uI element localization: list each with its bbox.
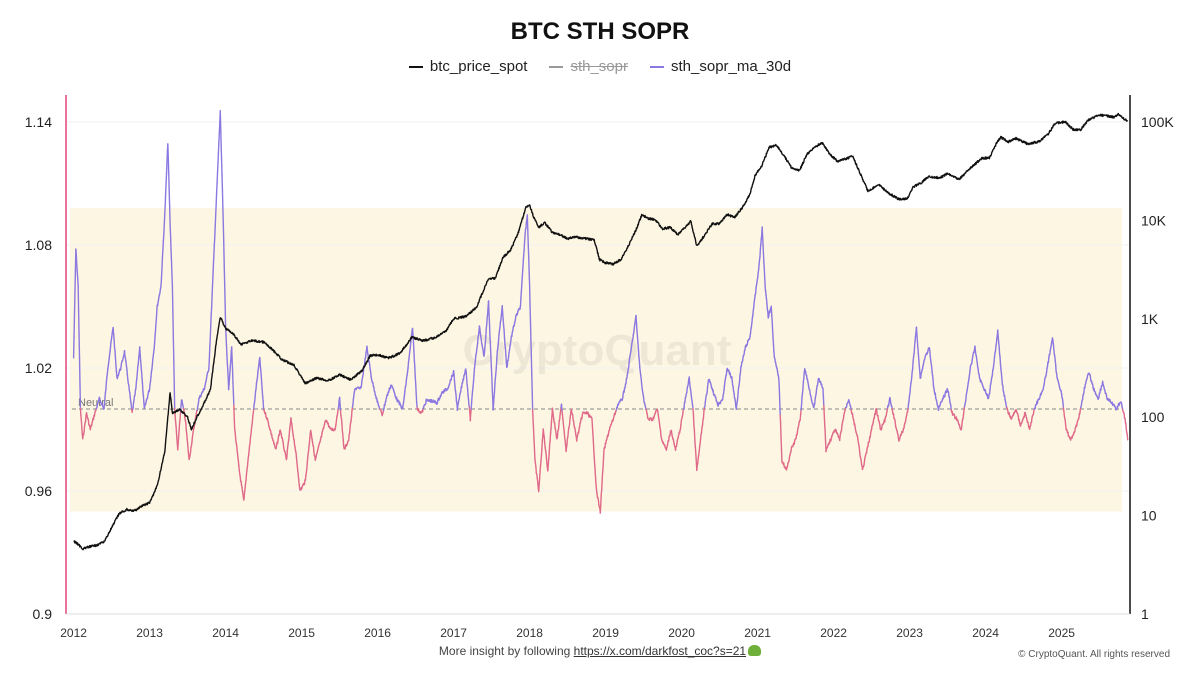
x-axis-tick-label: 2014 <box>212 626 239 640</box>
x-axis-tick-label: 2020 <box>668 626 695 640</box>
btc-price-line <box>73 112 1129 551</box>
legend-swatch-icon <box>408 65 423 68</box>
watermark-text: CryptoQuant <box>463 326 732 375</box>
right-axis-tick-label: 10K <box>1141 212 1167 228</box>
left-axis-tick-label: 1.08 <box>25 237 52 253</box>
right-axis-tick-label: 100 <box>1141 409 1165 425</box>
footer-link[interactable]: https://x.com/darkfost_coc?s=21 <box>573 644 747 658</box>
x-axis-tick-label: 2015 <box>288 626 315 640</box>
legend-swatch-icon <box>650 65 664 68</box>
footer: More insight by following https://x.com/… <box>0 644 1200 658</box>
footer-text: More insight by following <box>438 644 571 658</box>
legend-label: sth_sopr_ma_30d <box>671 58 792 75</box>
legend-label: sth_sopr <box>570 58 628 75</box>
copyright: © CryptoQuant. All rights reserved <box>1018 649 1170 660</box>
x-axis-tick-label: 2021 <box>744 626 771 640</box>
right-axis-tick-label: 1 <box>1141 606 1149 622</box>
chart-title: BTC STH SOPR <box>510 18 690 45</box>
left-axis-tick-label: 0.9 <box>33 606 53 622</box>
x-axis-tick-label: 2024 <box>972 626 999 640</box>
x-axis-tick-label: 2016 <box>364 626 391 640</box>
left-axis-tick-label: 1.14 <box>25 114 52 130</box>
x-axis-tick-label: 2022 <box>820 626 847 640</box>
legend-item-btc-price-spot[interactable]: btc_price_spot <box>408 58 528 75</box>
right-axis-tick-label: 10 <box>1141 508 1157 524</box>
right-axis-tick-label: 100K <box>1141 114 1174 130</box>
neutral-label: Neutral <box>78 397 113 409</box>
legend-item-sth-sopr[interactable]: sth_sopr <box>549 58 628 75</box>
left-axis-tick-label: 0.96 <box>25 483 52 499</box>
highlight-band <box>70 208 1122 512</box>
left-axis-tick-label: 1.02 <box>25 360 52 376</box>
chart-legend: btc_price_spot sth_sopr sth_sopr_ma_30d <box>0 58 1200 75</box>
x-axis-tick-label: 2018 <box>516 626 543 640</box>
x-axis-tick-label: 2025 <box>1048 626 1075 640</box>
x-axis-tick-label: 2013 <box>136 626 163 640</box>
legend-label: btc_price_spot <box>429 58 528 75</box>
legend-item-sth-sopr-ma-30d[interactable]: sth_sopr_ma_30d <box>650 58 791 75</box>
x-axis-tick-label: 2023 <box>896 626 923 640</box>
frog-icon <box>748 645 762 656</box>
x-axis-tick-label: 2017 <box>440 626 467 640</box>
right-axis-tick-label: 1K <box>1141 311 1159 327</box>
x-axis-tick-label: 2019 <box>592 626 619 640</box>
x-axis-tick-label: 2012 <box>60 626 87 640</box>
legend-swatch-icon <box>549 65 564 68</box>
